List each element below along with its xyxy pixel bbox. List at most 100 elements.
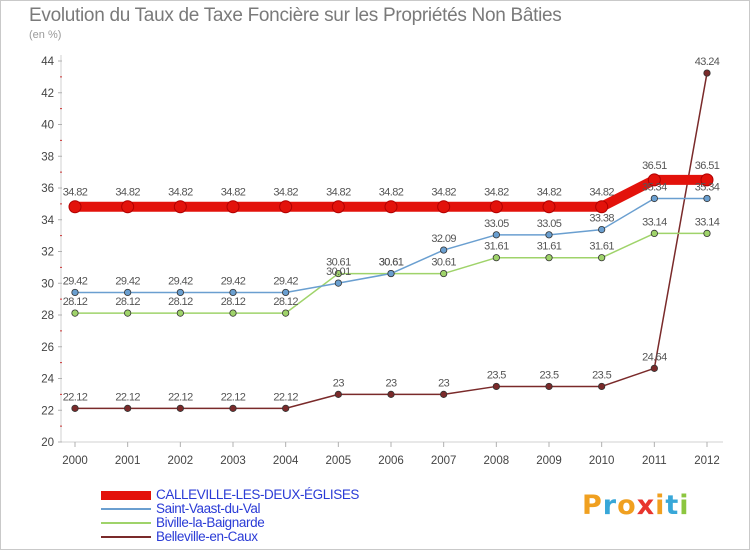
data-label: 22.12 [273,391,298,403]
y-tick-label: 24 [41,374,54,386]
data-label: 29.42 [273,275,298,287]
logo-letter: i [679,490,690,521]
data-point [650,194,658,203]
data-point [279,200,293,214]
x-tick-label: 2003 [220,455,246,467]
data-point [650,364,658,372]
data-label: 33.05 [484,218,509,230]
data-label: 22.12 [63,391,88,403]
data-label: 34.82 [537,187,562,199]
y-tick-label: 38 [41,151,54,163]
data-label: 34.82 [431,187,456,199]
data-point [176,404,184,412]
y-tick-label: 30 [41,278,54,290]
data-point [492,231,500,239]
y-tick-label: 28 [41,310,54,322]
data-label: 33.38 [589,213,614,225]
data-point [542,200,556,214]
data-point [545,382,553,391]
y-axis-unit: (en %) [29,29,62,41]
data-label: 23.5 [592,369,611,381]
data-point [71,404,79,412]
data-label: 43.24 [695,56,720,68]
data-point [331,200,345,214]
data-label: 34.82 [326,187,351,199]
data-label: 30.61 [326,257,351,269]
data-label: 23.5 [539,369,558,381]
data-label: 31.61 [484,241,509,253]
data-label: 30.61 [379,257,404,269]
data-label: 31.61 [589,241,614,253]
legend-swatch [101,508,151,510]
data-label: 36.51 [695,160,720,172]
data-point [703,69,711,77]
logo-letter: o [617,490,637,521]
data-point [176,288,184,297]
y-tick-label: 34 [41,215,54,227]
logo-letter: P [582,490,603,521]
data-point [489,200,503,214]
data-point [229,309,237,317]
y-tick-label: 42 [41,88,54,100]
data-label: 29.42 [168,275,193,287]
x-tick-label: 2000 [62,455,88,467]
data-label: 35.34 [695,181,720,193]
chart-title: Evolution du Taux de Taxe Foncière sur l… [29,5,562,26]
data-label: 30.01 [326,266,351,278]
x-tick-label: 2001 [115,455,141,467]
x-tick-label: 2009 [536,455,562,467]
data-label: 35.34 [642,181,667,193]
data-point [124,309,132,317]
data-label: 28.12 [221,296,246,308]
x-tick-label: 2012 [694,455,720,467]
x-tick-label: 2007 [431,455,457,467]
data-point [545,254,553,262]
data-point [545,231,553,239]
y-tick-label: 26 [41,342,54,354]
data-point [229,288,237,297]
x-tick-label: 2011 [642,455,667,467]
data-label: 29.42 [63,275,88,287]
y-tick-label: 20 [41,437,54,449]
data-point [440,246,448,254]
data-label: 32.09 [431,233,456,245]
x-tick-label: 2010 [589,455,615,467]
legend-swatch [101,490,151,500]
data-label: 28.12 [273,296,298,308]
data-point [595,200,609,214]
proxiti-logo: Proxiti [582,490,690,521]
data-label: 23 [385,377,397,389]
data-label: 30.61 [431,257,456,269]
data-label: 22.12 [115,391,140,403]
legend-label: Saint-Vaast-du-Val [156,501,261,516]
data-point [650,229,658,238]
data-label: 28.12 [115,296,140,308]
data-point [71,309,79,317]
data-label: 30.61 [379,257,404,269]
data-point [71,288,79,297]
data-label: 24.64 [642,351,667,363]
data-label: 36.51 [642,160,667,172]
x-tick-label: 2008 [484,455,510,467]
legend-label: Biville-la-Baignarde [156,515,265,530]
data-label: 33.14 [695,216,720,228]
y-tick-label: 32 [41,247,54,259]
data-point [173,200,187,214]
data-label: 23 [438,377,450,389]
data-label: 23 [333,377,345,389]
data-point [492,254,500,262]
data-point [68,200,82,214]
data-label: 28.12 [63,296,88,308]
data-point [440,269,448,278]
data-point [387,390,395,398]
data-point [387,269,395,278]
logo-letter: r [602,490,618,521]
x-tick-label: 2004 [273,455,299,467]
data-label: 34.82 [484,187,509,199]
data-point [384,200,398,214]
data-point [647,173,661,187]
data-label: 31.61 [537,241,562,253]
data-point [282,404,290,412]
